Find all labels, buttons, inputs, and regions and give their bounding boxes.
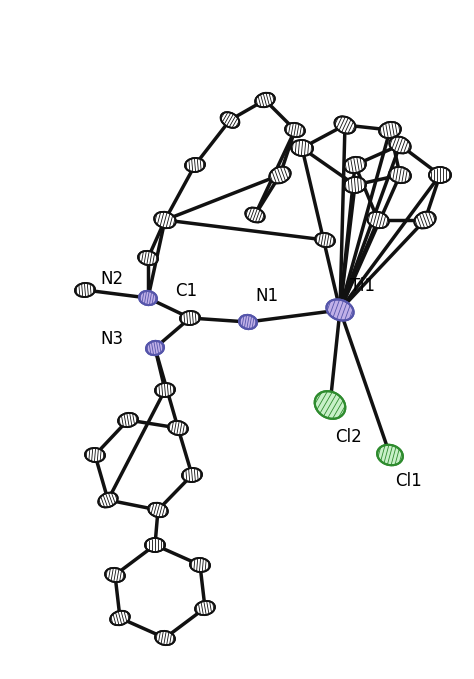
- Ellipse shape: [110, 610, 130, 625]
- Text: C1: C1: [175, 282, 197, 300]
- Ellipse shape: [221, 112, 239, 128]
- Ellipse shape: [367, 212, 389, 228]
- Ellipse shape: [327, 299, 354, 320]
- Ellipse shape: [155, 383, 175, 397]
- Ellipse shape: [154, 212, 176, 228]
- Ellipse shape: [315, 391, 345, 419]
- Ellipse shape: [389, 136, 410, 153]
- Ellipse shape: [335, 116, 356, 134]
- Ellipse shape: [98, 492, 118, 507]
- Ellipse shape: [269, 166, 291, 183]
- Ellipse shape: [291, 140, 313, 156]
- Ellipse shape: [190, 558, 210, 572]
- Ellipse shape: [145, 538, 165, 552]
- Text: Cl2: Cl2: [335, 428, 362, 446]
- Ellipse shape: [180, 311, 200, 325]
- Ellipse shape: [168, 421, 188, 435]
- Ellipse shape: [85, 448, 105, 462]
- Ellipse shape: [315, 233, 335, 247]
- Ellipse shape: [182, 468, 202, 482]
- Ellipse shape: [139, 291, 157, 305]
- Ellipse shape: [414, 212, 436, 228]
- Ellipse shape: [155, 631, 175, 645]
- Text: N2: N2: [100, 270, 123, 288]
- Ellipse shape: [389, 167, 411, 183]
- Ellipse shape: [195, 601, 215, 615]
- Ellipse shape: [118, 413, 138, 427]
- Ellipse shape: [246, 208, 264, 223]
- Ellipse shape: [377, 445, 403, 465]
- Ellipse shape: [429, 167, 451, 183]
- Ellipse shape: [138, 251, 158, 265]
- Ellipse shape: [344, 157, 366, 173]
- Ellipse shape: [285, 123, 305, 137]
- Ellipse shape: [146, 341, 164, 355]
- Ellipse shape: [185, 158, 205, 172]
- Ellipse shape: [255, 93, 275, 107]
- Text: Ti1: Ti1: [350, 277, 375, 295]
- Text: N3: N3: [100, 330, 123, 348]
- Ellipse shape: [379, 122, 401, 138]
- Ellipse shape: [105, 568, 125, 582]
- Text: N1: N1: [255, 287, 278, 305]
- Text: Cl1: Cl1: [395, 472, 422, 490]
- Ellipse shape: [75, 283, 95, 297]
- Ellipse shape: [344, 177, 366, 193]
- Ellipse shape: [148, 502, 168, 517]
- Ellipse shape: [239, 315, 257, 329]
